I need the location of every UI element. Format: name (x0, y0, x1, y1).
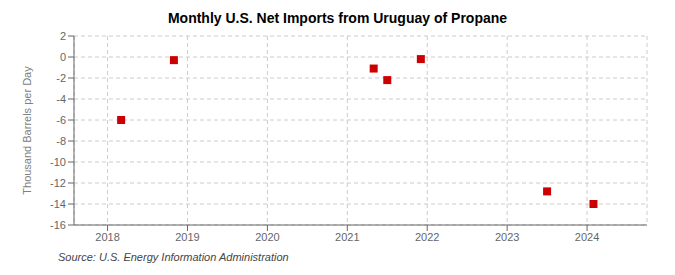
svg-text:2024: 2024 (575, 231, 599, 243)
html-text:Source: U.S. Energy Informatio: Source: U.S. Energy Information Administ… (58, 251, 289, 263)
svg-text:-2: -2 (56, 72, 66, 84)
svg-text:2022: 2022 (415, 231, 439, 243)
svg-text:Thousand Barrels per Day: Thousand Barrels per Day (21, 66, 33, 195)
svg-text:-14: -14 (50, 198, 66, 210)
svg-text:2020: 2020 (255, 231, 279, 243)
svg-text:-10: -10 (50, 156, 66, 168)
svg-text:-16: -16 (50, 219, 66, 231)
svg-text:-4: -4 (56, 93, 66, 105)
svg-text:-8: -8 (56, 135, 66, 147)
svg-text:2: 2 (60, 30, 66, 42)
svg-text:-12: -12 (50, 177, 66, 189)
svg-text:-6: -6 (56, 114, 66, 126)
html-text:Monthly U.S. Net Imports from: Monthly U.S. Net Imports from Uruguay of… (167, 10, 508, 26)
svg-text:2018: 2018 (95, 231, 119, 243)
svg-text:2019: 2019 (175, 231, 199, 243)
svg-text:2023: 2023 (495, 231, 519, 243)
svg-text:2021: 2021 (335, 231, 359, 243)
svg-text:0: 0 (60, 51, 66, 63)
